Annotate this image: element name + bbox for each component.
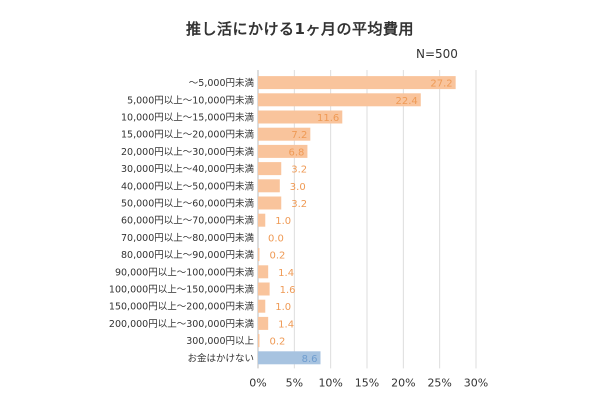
value-label: 22.4 bbox=[396, 96, 418, 107]
value-label: 8.6 bbox=[302, 354, 318, 365]
category-label: 90,000円以上～100,000円未満 bbox=[115, 266, 255, 278]
category-label: 60,000円以上～70,000円未満 bbox=[121, 215, 254, 227]
value-label: 27.2 bbox=[430, 79, 452, 90]
value-label: 3.2 bbox=[291, 165, 307, 176]
category-label: 50,000円以上～60,000円未満 bbox=[121, 198, 254, 210]
category-label: 150,000円以上～200,000円未満 bbox=[109, 301, 255, 313]
x-tick-label: 30% bbox=[464, 376, 488, 389]
value-label: 1.4 bbox=[278, 268, 294, 279]
bar bbox=[258, 144, 308, 158]
category-label: 5,000円以上～10,000円未満 bbox=[127, 94, 254, 106]
bar bbox=[258, 110, 343, 124]
category-label: 100,000円以上～150,000円未満 bbox=[109, 284, 255, 296]
category-label: お金はかけない bbox=[187, 352, 254, 364]
category-label: ～5,000円未満 bbox=[189, 77, 255, 89]
value-label: 7.2 bbox=[291, 130, 307, 141]
value-label: 3.0 bbox=[290, 182, 306, 193]
x-axis-ticks: 0% 5% 10% 15% 20% 25% 30% bbox=[249, 376, 488, 389]
value-label: 0.0 bbox=[268, 233, 284, 244]
x-tick-label: 5% bbox=[286, 376, 303, 389]
bar bbox=[258, 76, 456, 90]
bar bbox=[258, 334, 260, 348]
category-label: 30,000円以上～40,000円未満 bbox=[121, 163, 254, 175]
bar bbox=[258, 299, 266, 313]
value-label: 6.8 bbox=[289, 147, 305, 158]
x-tick-label: 20% bbox=[391, 376, 415, 389]
bar bbox=[258, 93, 421, 107]
category-label: 70,000円以上～80,000円未満 bbox=[121, 232, 254, 244]
value-label: 3.2 bbox=[291, 199, 307, 210]
bar bbox=[258, 316, 269, 330]
bars bbox=[258, 76, 456, 365]
bar bbox=[258, 282, 270, 296]
category-label: 15,000円以上～20,000円未満 bbox=[121, 129, 254, 141]
x-tick-label: 0% bbox=[249, 376, 266, 389]
value-label: 11.6 bbox=[317, 113, 339, 124]
category-label: 200,000円以上～300,000円未満 bbox=[109, 318, 255, 330]
category-label: 20,000円以上～30,000円未満 bbox=[121, 146, 254, 158]
bar bbox=[258, 127, 311, 141]
x-tick-label: 10% bbox=[318, 376, 342, 389]
bar bbox=[258, 196, 282, 210]
bar bbox=[258, 351, 321, 365]
x-tick-label: 15% bbox=[355, 376, 379, 389]
bar bbox=[258, 248, 260, 262]
x-tick-label: 25% bbox=[427, 376, 451, 389]
chart-title: 推し活にかける1ヶ月の平均費用 bbox=[186, 20, 414, 38]
value-labels: 27.222.411.67.26.83.23.03.21.00.00.21.41… bbox=[268, 79, 453, 365]
bar bbox=[258, 179, 280, 193]
value-label: 1.4 bbox=[278, 319, 294, 330]
sample-size-note: N=500 bbox=[416, 47, 458, 61]
category-labels: ～5,000円未満 5,000円以上～10,000円未満 10,000円以上～15,… bbox=[109, 77, 255, 364]
category-label: 10,000円以上～15,000円未満 bbox=[121, 112, 254, 124]
value-label: 0.2 bbox=[269, 337, 285, 348]
value-label: 1.0 bbox=[275, 216, 291, 227]
bar bbox=[258, 162, 282, 176]
category-label: 40,000円以上～50,000円未満 bbox=[121, 180, 254, 192]
value-label: 1.0 bbox=[275, 302, 291, 313]
category-label: 80,000円以上～90,000円未満 bbox=[121, 249, 254, 261]
value-label: 1.6 bbox=[280, 285, 296, 296]
category-label: 300,000円以上 bbox=[186, 336, 254, 347]
bar bbox=[258, 213, 266, 227]
value-label: 0.2 bbox=[269, 251, 285, 262]
bar bbox=[258, 265, 269, 279]
